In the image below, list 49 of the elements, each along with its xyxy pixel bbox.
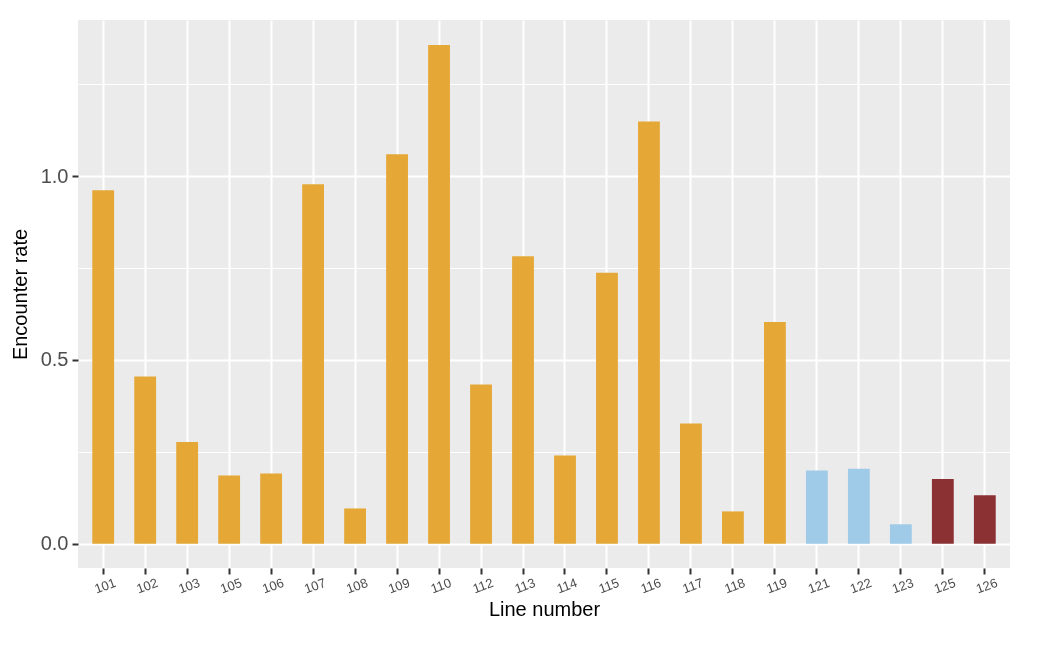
x-tick-label: 110 [428,575,454,597]
x-tick-label: 114 [554,575,580,597]
y-tick-label: 0.5 [40,348,69,371]
x-tick-label: 107 [302,574,328,597]
x-tick-label: 123 [889,574,916,597]
bar [554,455,576,544]
bar [470,384,492,544]
bar [973,495,996,544]
x-tick-label: 101 [92,574,118,597]
y-tick-label: 0.0 [40,532,69,555]
bar [805,470,828,544]
x-tick-label: 106 [260,574,286,597]
bar [134,376,157,544]
bar [344,508,366,544]
x-tick-label: 116 [638,575,664,597]
bar [218,475,241,544]
bar [260,473,283,544]
bar [386,154,408,544]
bar [512,256,534,544]
x-tick-label: 103 [176,574,202,597]
x-tick-label: 102 [134,574,160,597]
bar [428,44,450,544]
bar [931,479,954,544]
x-tick-label: 119 [764,575,790,597]
y-tick-label: 1.0 [40,164,69,187]
x-tick-label: 118 [722,575,748,597]
bar [680,423,702,544]
x-tick-label: 126 [973,574,1000,597]
x-tick-label: 121 [806,574,832,597]
x-tick-label: 117 [680,575,706,597]
x-tick-label: 125 [931,574,958,597]
bar [176,441,199,544]
bar [92,190,115,544]
bar [722,511,744,544]
bar [596,272,618,544]
x-tick-label: 105 [218,574,244,597]
bar [638,121,660,544]
x-tick-label: 122 [847,574,874,597]
x-tick-label: 112 [470,575,496,597]
x-tick-label: 108 [344,574,370,597]
bar [302,184,325,544]
x-axis-title: Line number [488,598,601,621]
bar [847,468,870,544]
bar [763,322,786,544]
x-tick-label: 113 [512,575,538,597]
x-tick-label: 109 [386,574,412,597]
y-axis-title: Encounter rate [8,228,31,361]
bar [889,524,912,544]
x-tick-label: 115 [596,575,622,597]
